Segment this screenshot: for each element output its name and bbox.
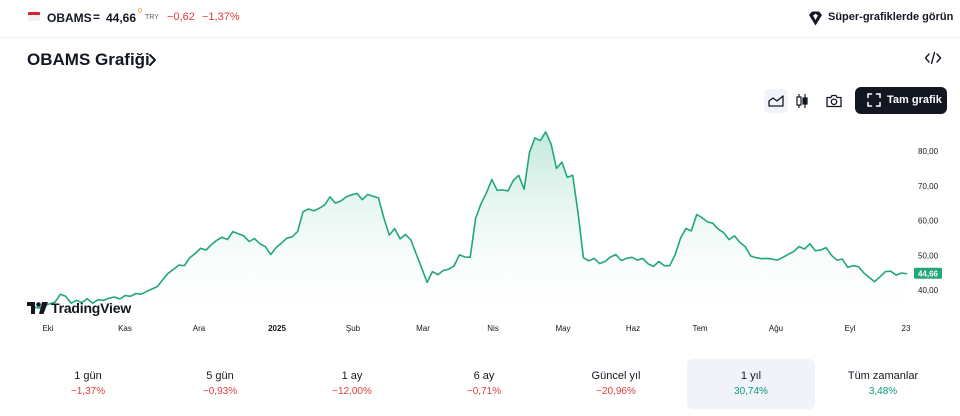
period-label: 1 gün [74, 370, 102, 382]
price-line [27, 131, 908, 309]
x-tick-label: Mar [416, 324, 430, 333]
snapshot-button[interactable] [822, 89, 846, 113]
y-tick-label: 70,00 [918, 182, 939, 191]
x-tick-label: Nis [487, 324, 499, 333]
x-tick-label: 23 [902, 324, 911, 333]
period-1m[interactable]: 1 ay −12,00% [288, 359, 416, 409]
period-label: Güncel yıl [591, 370, 641, 382]
top-bar: OBAMS = 44,66 0 TRY −0,62 −1,37% Süper-g… [0, 0, 960, 38]
current-price: 44,66 [106, 11, 137, 25]
last-value-badge [914, 267, 942, 279]
price-area-fill [28, 131, 907, 327]
candlestick-button[interactable] [790, 89, 814, 113]
price-change: −0,62 [167, 11, 195, 23]
x-tick-label: Şub [346, 324, 361, 333]
period-value: −0,71% [466, 386, 502, 397]
period-label: 5 gün [206, 370, 234, 382]
x-tick-label: Eki [42, 324, 53, 333]
chevron-right-icon[interactable] [147, 53, 159, 67]
super-charts-link[interactable]: Süper-grafiklerde görün [828, 11, 954, 23]
area-chart-button[interactable] [764, 89, 788, 113]
candlestick-icon [796, 94, 808, 108]
period-all[interactable]: Tüm zamanlar 3,48% [819, 359, 947, 409]
chart-title[interactable]: OBAMS Grafiği [27, 50, 150, 69]
x-tick-label: Ara [193, 324, 206, 333]
x-tick-label: Eyl [844, 324, 855, 333]
area-chart-icon [768, 95, 784, 107]
diamond-icon[interactable] [807, 10, 824, 27]
period-value: −20,96% [596, 386, 636, 397]
x-tick-label: Ağu [769, 324, 783, 333]
x-tick-label: May [555, 324, 570, 333]
watermark-text: TradingView [51, 300, 132, 316]
y-tick-label: 80,00 [918, 147, 939, 156]
period-selector: 1 gün −1,37% 5 gün −0,93% 1 ay −12,00% 6… [24, 359, 948, 409]
period-label: 1 yıl [740, 370, 762, 382]
x-tick-label: Haz [626, 324, 640, 333]
tradingview-logo-icon [27, 302, 48, 314]
y-tick-label: 60,00 [918, 217, 939, 226]
period-label: Tüm zamanlar [847, 370, 919, 382]
fullscreen-icon [867, 93, 881, 107]
x-tick-label: Tem [692, 324, 707, 333]
period-value: −12,00% [332, 386, 372, 397]
symbol-name[interactable]: OBAMS [47, 11, 92, 25]
period-1d[interactable]: 1 gün −1,37% [24, 359, 152, 409]
last-value-label: 44,66 [918, 269, 939, 278]
period-6m[interactable]: 6 ay −0,71% [420, 359, 548, 409]
period-label: 6 ay [473, 370, 495, 382]
flag-icon [28, 12, 40, 21]
equals-sign: = [93, 10, 101, 24]
period-label: 1 ay [341, 370, 363, 382]
y-tick-label: 40,00 [918, 286, 939, 295]
price-superscript: 0 [138, 8, 142, 15]
price-chart[interactable]: 80,00 70,00 60,00 50,00 40,00 Eki Kas Ara 2025 Ş… [0, 120, 960, 340]
period-value: −0,93% [202, 386, 238, 397]
period-1y[interactable]: 1 yıl 30,74% [687, 359, 815, 409]
period-value: 30,74% [734, 386, 768, 397]
price-change-percent: −1,37% [202, 11, 240, 23]
x-tick-label: Kas [118, 324, 132, 333]
y-tick-label: 50,00 [918, 251, 939, 260]
x-tick-label: 2025 [268, 324, 286, 333]
period-ytd[interactable]: Güncel yıl −20,96% [552, 359, 680, 409]
fullscreen-button[interactable]: Tam grafik [855, 87, 947, 114]
code-embed-icon[interactable] [924, 50, 942, 66]
period-value: 3,48% [868, 386, 898, 397]
currency-code: TRY [145, 14, 159, 21]
period-5d[interactable]: 5 gün −0,93% [156, 359, 284, 409]
camera-icon [826, 94, 842, 108]
fullscreen-label: Tam grafik [887, 94, 942, 106]
period-value: −1,37% [70, 386, 106, 397]
